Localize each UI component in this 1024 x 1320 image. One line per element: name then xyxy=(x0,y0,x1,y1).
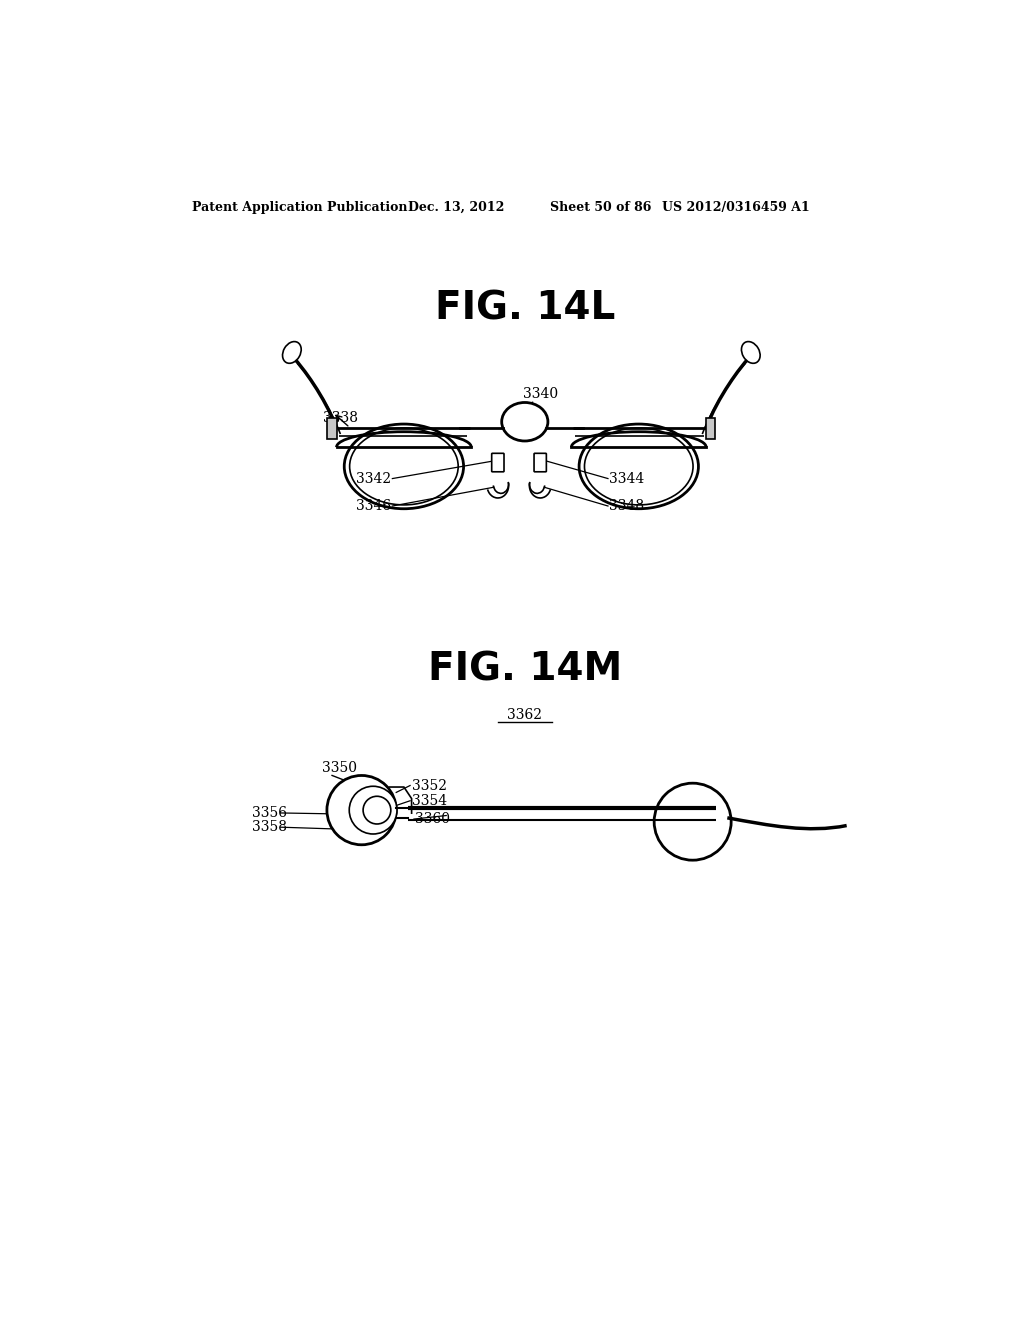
FancyBboxPatch shape xyxy=(492,453,504,471)
Text: 3352: 3352 xyxy=(412,779,446,792)
Text: FIG. 14L: FIG. 14L xyxy=(434,290,615,327)
Text: Sheet 50 of 86: Sheet 50 of 86 xyxy=(550,201,651,214)
Text: Dec. 13, 2012: Dec. 13, 2012 xyxy=(408,201,504,214)
Text: 3342: 3342 xyxy=(355,471,391,486)
FancyBboxPatch shape xyxy=(535,453,547,471)
Ellipse shape xyxy=(654,783,731,861)
Text: Patent Application Publication: Patent Application Publication xyxy=(193,201,408,214)
Text: 3346: 3346 xyxy=(355,499,391,513)
Text: 3338: 3338 xyxy=(323,411,358,425)
Text: 3362: 3362 xyxy=(507,709,543,722)
Ellipse shape xyxy=(349,787,397,834)
Ellipse shape xyxy=(502,403,548,441)
Text: 3356: 3356 xyxy=(252,807,287,820)
Text: 3350: 3350 xyxy=(322,762,356,775)
Ellipse shape xyxy=(364,796,391,824)
Text: 3354: 3354 xyxy=(412,793,446,808)
Text: 3358: 3358 xyxy=(252,820,287,834)
Text: 3360: 3360 xyxy=(416,812,451,826)
Text: 3348: 3348 xyxy=(609,499,645,513)
Ellipse shape xyxy=(283,342,301,363)
Text: FIG. 14M: FIG. 14M xyxy=(428,651,622,689)
Ellipse shape xyxy=(741,342,760,363)
FancyBboxPatch shape xyxy=(707,418,716,440)
FancyBboxPatch shape xyxy=(328,418,337,440)
Text: US 2012/0316459 A1: US 2012/0316459 A1 xyxy=(662,201,810,214)
Text: 3340: 3340 xyxy=(523,387,558,401)
Ellipse shape xyxy=(327,775,396,845)
Text: 3344: 3344 xyxy=(609,471,645,486)
